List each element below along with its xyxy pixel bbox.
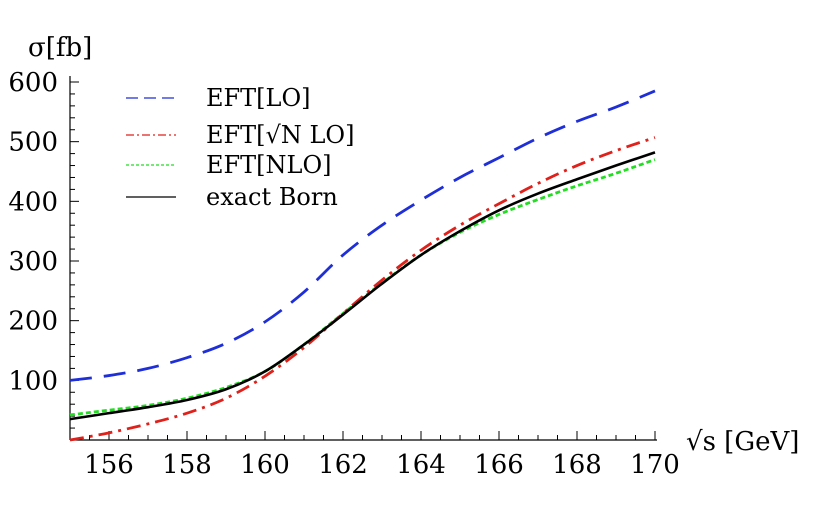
y-tick-label: 200 xyxy=(8,307,58,337)
legend-label: EFT[√N LO] xyxy=(206,121,354,149)
axes-group: 156 158 160 162 164 166 168 170 100 200 300 400 500 6… xyxy=(8,68,679,480)
y-tick-label: 100 xyxy=(8,366,58,396)
x-tick-label: 166 xyxy=(474,450,524,480)
legend-label: EFT[NLO] xyxy=(206,151,332,179)
x-tick-label: 168 xyxy=(552,450,602,480)
x-tick-label: 170 xyxy=(630,450,680,480)
y-tick-label: 600 xyxy=(8,68,58,98)
legend-label: EFT[LO] xyxy=(206,84,311,112)
series-line-eft-lo- xyxy=(69,89,656,382)
series-line-exact-born xyxy=(69,151,656,421)
legend-label: exact Born xyxy=(206,183,338,211)
y-tick-label: 500 xyxy=(8,128,58,158)
x-tick-label: 160 xyxy=(240,450,290,480)
series-line-eft-n-lo- xyxy=(69,136,656,442)
series-line-eft-nlo- xyxy=(69,158,656,417)
y-axis-title: σ[fb] xyxy=(28,33,92,63)
y-tick-label: 300 xyxy=(8,247,58,277)
y-tick-label: 400 xyxy=(8,187,58,217)
x-tick-label: 156 xyxy=(84,450,134,480)
x-tick-label: 162 xyxy=(318,450,368,480)
x-tick-label: 158 xyxy=(162,450,212,480)
legend: EFT[LO] EFT[√N LO]EFT[NLO] exact Born xyxy=(126,84,354,211)
x-axis-title: √s [GeV] xyxy=(686,427,799,457)
series-layer xyxy=(69,89,656,442)
x-tick-label: 164 xyxy=(396,450,446,480)
